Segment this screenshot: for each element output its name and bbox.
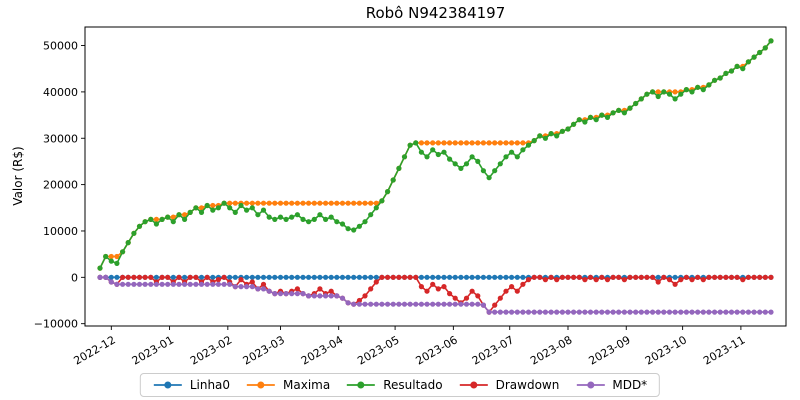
legend-label-mdd: MDD* [612, 378, 648, 392]
y-axis-ticks: −10000 0 10000 20000 30000 40000 50000 [34, 40, 85, 331]
legend-item-maxima: Maxima [246, 378, 330, 392]
svg-text:2022-12: 2022-12 [72, 333, 118, 367]
series-maxima [97, 38, 774, 271]
svg-text:20000: 20000 [43, 179, 78, 192]
svg-text:2023-05: 2023-05 [355, 333, 401, 367]
series-mdd [97, 274, 774, 315]
svg-text:10000: 10000 [43, 225, 78, 238]
series-drawdown [97, 274, 774, 315]
svg-text:2023-01: 2023-01 [130, 333, 176, 367]
series-resultado [97, 38, 774, 271]
svg-text:2023-03: 2023-03 [241, 333, 287, 367]
legend-swatch-maxima [247, 381, 276, 389]
legend-swatch-resultado [347, 381, 376, 389]
svg-text:30000: 30000 [43, 132, 78, 145]
svg-text:−10000: −10000 [34, 318, 78, 331]
x-axis-ticks: 2022-12 2023-01 2023-02 2023-03 2023-04 2023-… [72, 326, 747, 368]
chart-title: Robô N942384197 [365, 4, 506, 22]
svg-text:2023-07: 2023-07 [470, 333, 516, 367]
svg-text:2023-02: 2023-02 [188, 333, 234, 367]
legend-swatch-mdd [576, 381, 605, 389]
svg-text:50000: 50000 [43, 40, 78, 53]
legend-item-linha0: Linha0 [153, 378, 230, 392]
svg-text:40000: 40000 [43, 86, 78, 99]
svg-text:2023-04: 2023-04 [299, 333, 345, 367]
svg-text:2023-08: 2023-08 [528, 333, 574, 367]
legend-swatch-linha0 [153, 381, 182, 389]
legend-item-drawdown: Drawdown [459, 378, 560, 392]
legend-label-drawdown: Drawdown [495, 378, 560, 392]
svg-text:2023-09: 2023-09 [586, 333, 632, 367]
svg-text:2023-11: 2023-11 [701, 333, 747, 367]
svg-text:2023-06: 2023-06 [414, 333, 460, 367]
svg-text:2023-10: 2023-10 [643, 333, 689, 367]
legend-label-linha0: Linha0 [189, 378, 231, 392]
legend: Linha0 Maxima Resultado Drawdown MDD* [139, 373, 661, 397]
legend-swatch-drawdown [459, 381, 488, 389]
legend-item-mdd: MDD* [575, 378, 647, 392]
legend-label-maxima: Maxima [283, 378, 331, 392]
legend-item-resultado: Resultado [346, 378, 443, 392]
svg-text:0: 0 [71, 271, 78, 284]
legend-label-resultado: Resultado [383, 378, 443, 392]
plot-border [84, 26, 787, 327]
